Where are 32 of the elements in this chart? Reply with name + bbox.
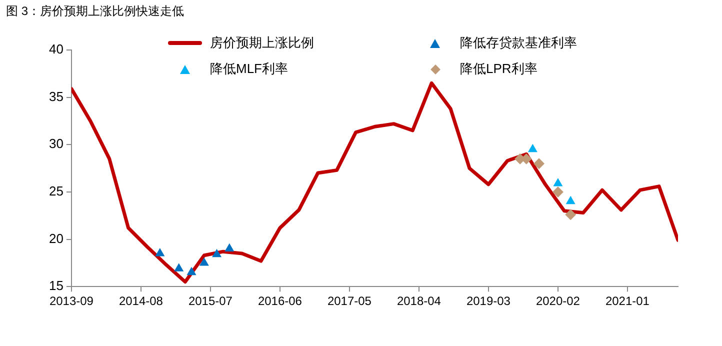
y-tick-label: 20	[48, 230, 64, 246]
point	[174, 263, 184, 272]
point	[186, 266, 196, 276]
point	[212, 248, 222, 258]
y-tick-label: 35	[48, 88, 64, 104]
point	[224, 243, 234, 252]
point	[155, 248, 165, 256]
x-tick-label: 2017-05	[327, 294, 372, 308]
y-tick-label: 25	[48, 184, 64, 199]
x-tick-label: 2021-01	[605, 294, 650, 308]
point	[552, 186, 564, 198]
x-tick-label: 2015-07	[188, 294, 233, 308]
legend-label: 降低MLF利率	[210, 60, 288, 78]
legend-label: 房价预期上涨比例	[210, 34, 314, 52]
y-tick-label: 15	[48, 278, 64, 294]
legend-label: 降低LPR利率	[460, 60, 538, 78]
point	[199, 257, 209, 266]
point	[528, 144, 538, 152]
x-tick-label: 2013-09	[49, 294, 94, 308]
legend-label: 降低存贷款基准利率	[460, 34, 577, 52]
y-tick-label: 40	[48, 42, 64, 57]
x-tick-label: 2014-08	[118, 294, 164, 308]
y-tick-label: 30	[48, 136, 64, 152]
x-tick-label: 2018-04	[396, 294, 442, 308]
point	[565, 209, 576, 220]
point	[534, 158, 544, 170]
point	[553, 178, 563, 186]
x-tick-label: 2019-03	[466, 294, 511, 308]
chart-title: 图 3：房价预期上涨比例快速走低	[6, 3, 184, 20]
x-tick-label: 2020-02	[536, 294, 580, 308]
x-tick-label: 2016-06	[258, 294, 302, 308]
point	[566, 196, 576, 204]
